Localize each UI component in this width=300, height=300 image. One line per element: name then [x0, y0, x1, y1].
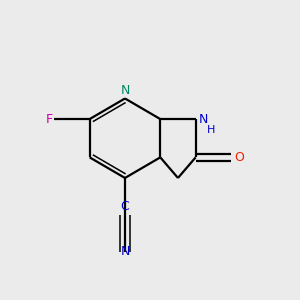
Text: F: F	[46, 112, 53, 126]
Text: O: O	[234, 151, 244, 164]
Text: N: N	[120, 245, 130, 258]
Text: N: N	[199, 112, 208, 126]
Text: H: H	[207, 125, 215, 135]
Text: N: N	[120, 84, 130, 97]
Text: C: C	[121, 200, 129, 213]
